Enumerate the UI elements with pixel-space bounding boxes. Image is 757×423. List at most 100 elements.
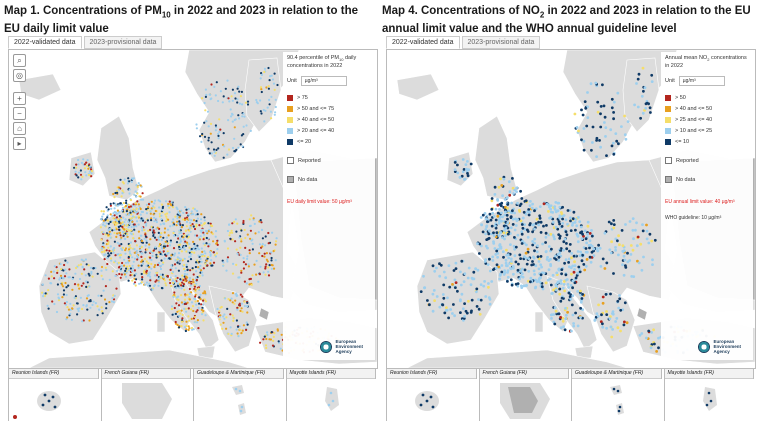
- station-dot: [556, 281, 559, 284]
- tab-2022-validated[interactable]: 2022-validated data: [8, 36, 82, 49]
- station-dot: [541, 242, 544, 246]
- station-dot: [169, 281, 172, 285]
- station-dot: [137, 266, 140, 269]
- inset-french-guiana[interactable]: French Guiana (FR): [100, 368, 192, 421]
- tab-2022-validated[interactable]: 2022-validated data: [386, 36, 460, 49]
- station-dot: [171, 313, 174, 316]
- map-view[interactable]: ⌕ ◎ + − ⌂ ▸ 90.4 percentile of PM10 dail…: [8, 49, 378, 369]
- station-dot: [143, 237, 146, 240]
- station-dot: [195, 270, 198, 273]
- unit-select[interactable]: µg/m³: [300, 76, 347, 87]
- legend-swatch: [665, 127, 671, 134]
- zoom-in-button[interactable]: +: [13, 92, 26, 105]
- station-dot: [481, 230, 485, 234]
- unit-select[interactable]: µg/m³: [678, 76, 725, 87]
- station-dot: [56, 271, 59, 274]
- station-dot: [203, 250, 206, 253]
- station-dot: [624, 137, 628, 141]
- station-dot: [497, 221, 501, 225]
- station-dot: [580, 297, 584, 300]
- inset-reunion[interactable]: Reunion Islands (FR): [8, 368, 99, 421]
- station-dot: [477, 298, 480, 301]
- station-dot: [240, 238, 243, 241]
- inset-mayotte[interactable]: Mayotte Islands (FR): [663, 368, 755, 421]
- station-dot: [177, 252, 181, 255]
- station-dot: [561, 316, 565, 320]
- inset-french-guiana[interactable]: French Guiana (FR): [478, 368, 570, 421]
- station-dot: [484, 232, 487, 236]
- station-dot: [80, 272, 83, 275]
- station-dot: [125, 272, 128, 275]
- station-dot: [496, 214, 500, 218]
- station-dot: [194, 295, 197, 298]
- expand-arrow-icon[interactable]: ▸: [13, 137, 26, 150]
- station-dot: [143, 271, 146, 274]
- tab-2023-provisional[interactable]: 2023-provisional data: [83, 36, 163, 49]
- station-dot: [149, 279, 152, 282]
- station-dot: [513, 254, 517, 258]
- station-dot: [653, 342, 656, 346]
- station-dot: [445, 306, 448, 309]
- search-icon[interactable]: ⌕: [13, 54, 26, 67]
- station-dot: [223, 239, 226, 242]
- station-dot: [198, 302, 201, 305]
- station-dot: [129, 217, 132, 220]
- station-dot: [549, 264, 553, 268]
- station-dot: [146, 284, 150, 287]
- station-dot: [645, 229, 649, 233]
- station-dot: [240, 269, 243, 272]
- map-view[interactable]: Annual mean NO2 concentrations in 2022 U…: [386, 49, 756, 369]
- station-dot: [141, 252, 144, 255]
- station-dot: [104, 253, 107, 256]
- legend-swatch: [287, 105, 293, 112]
- station-dot: [267, 266, 270, 269]
- station-dot: [488, 298, 492, 301]
- station-dot: [127, 213, 131, 216]
- station-dot: [158, 206, 161, 209]
- inset-guadeloupe-martinique[interactable]: Guadeloupe & Martinique (FR): [571, 368, 662, 421]
- station-dot: [465, 167, 468, 171]
- station-dot: [530, 206, 534, 210]
- station-dot: [178, 229, 181, 232]
- station-dot: [133, 248, 136, 251]
- station-dot: [132, 225, 136, 228]
- station-dot: [84, 258, 87, 261]
- eea-logo: European Environment Agency: [698, 339, 741, 354]
- station-dot: [178, 286, 181, 289]
- station-dot: [631, 248, 635, 252]
- station-dot: [105, 268, 108, 271]
- station-dot: [227, 97, 230, 100]
- station-dot: [236, 98, 239, 101]
- station-dot: [271, 231, 274, 234]
- station-dot: [189, 221, 192, 224]
- station-dot: [475, 305, 479, 308]
- station-dot: [115, 212, 118, 215]
- station-dot: [519, 257, 522, 260]
- inset-guadeloupe-martinique[interactable]: Guadeloupe & Martinique (FR): [193, 368, 284, 421]
- inset-reunion[interactable]: Reunion Islands (FR): [386, 368, 477, 421]
- station-dot: [585, 250, 589, 254]
- station-dot: [106, 216, 109, 219]
- station-dot: [125, 265, 129, 268]
- station-dot: [570, 252, 574, 255]
- station-dot: [205, 236, 208, 240]
- station-dot: [588, 255, 592, 259]
- zoom-out-button[interactable]: −: [13, 107, 26, 120]
- map-legend: Annual mean NO2 concentrations in 2022 U…: [661, 52, 753, 360]
- station-dot: [181, 281, 184, 284]
- station-dot: [177, 237, 180, 240]
- station-dot: [556, 227, 560, 231]
- station-dot: [222, 315, 225, 318]
- station-dot: [460, 174, 464, 178]
- home-icon[interactable]: ⌂: [13, 122, 26, 135]
- layers-icon[interactable]: ◎: [13, 69, 26, 82]
- station-dot: [215, 241, 219, 244]
- station-dot: [581, 293, 584, 296]
- station-dot: [544, 231, 548, 235]
- station-dot: [235, 248, 238, 251]
- station-dot: [513, 247, 516, 251]
- station-dot: [265, 263, 268, 266]
- inset-mayotte[interactable]: Mayotte Islands (FR): [285, 368, 377, 421]
- tab-2023-provisional[interactable]: 2023-provisional data: [461, 36, 541, 49]
- station-dot: [248, 252, 251, 255]
